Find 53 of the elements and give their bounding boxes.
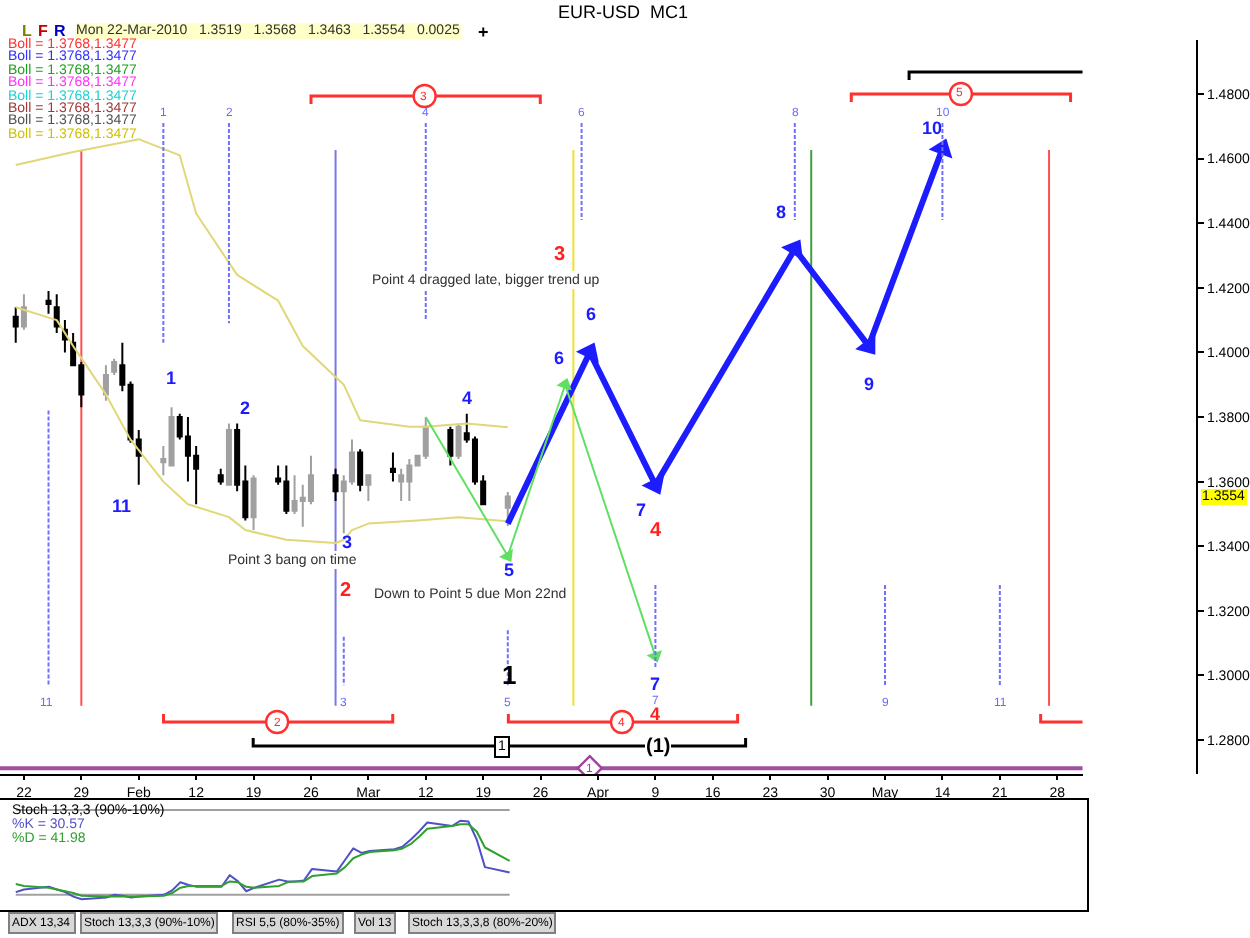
annotation: 6	[586, 304, 597, 324]
annotation: 2	[340, 580, 352, 602]
annotation: 11	[112, 496, 132, 516]
annotation: 7	[650, 674, 661, 694]
candlestick	[283, 464, 290, 515]
candlestick	[12, 306, 19, 344]
candlestick	[332, 467, 339, 503]
candlestick	[168, 406, 175, 467]
point	[575, 342, 599, 363]
candlestick	[45, 290, 52, 315]
candlestick	[53, 293, 60, 335]
candlestick	[398, 467, 405, 503]
annotation: 4	[462, 388, 473, 408]
annotation: 5	[504, 560, 515, 580]
annotation: 4	[650, 704, 661, 724]
point	[499, 548, 513, 562]
candlestick	[389, 451, 396, 483]
candlestick	[20, 293, 27, 331]
annotation: 10	[922, 118, 943, 138]
chart-title: EUR-USD MC1	[558, 2, 689, 22]
annotation: 9	[864, 374, 875, 394]
annotation: 3	[554, 244, 566, 266]
annotation: 2	[240, 398, 251, 418]
candlestick	[111, 357, 118, 377]
annotation: 6	[554, 348, 565, 368]
annotation: 1	[166, 368, 177, 388]
candlestick	[217, 467, 224, 486]
text: F	[38, 22, 48, 40]
candlestick	[504, 490, 511, 527]
candlestick	[422, 416, 429, 461]
point	[928, 138, 953, 159]
point	[781, 239, 803, 261]
line-series	[14, 138, 509, 429]
text: L	[22, 22, 32, 40]
candlestick	[447, 425, 454, 467]
annotation: 4	[650, 520, 662, 542]
candlestick	[225, 422, 232, 486]
point	[556, 378, 572, 391]
point	[855, 333, 876, 355]
annotation: +	[478, 22, 489, 42]
annotation: 8	[776, 202, 787, 222]
candlestick	[406, 458, 413, 503]
candlestick	[357, 448, 364, 493]
candlestick	[365, 474, 372, 503]
annotation: (1)	[646, 736, 671, 758]
candlestick	[250, 474, 257, 532]
annotation: 1	[502, 660, 517, 690]
annotation: 7	[636, 500, 647, 520]
annotation: 3	[342, 532, 353, 552]
text: R	[54, 22, 66, 40]
candlestick	[455, 422, 462, 461]
point	[641, 474, 665, 495]
candlestick	[102, 364, 109, 402]
